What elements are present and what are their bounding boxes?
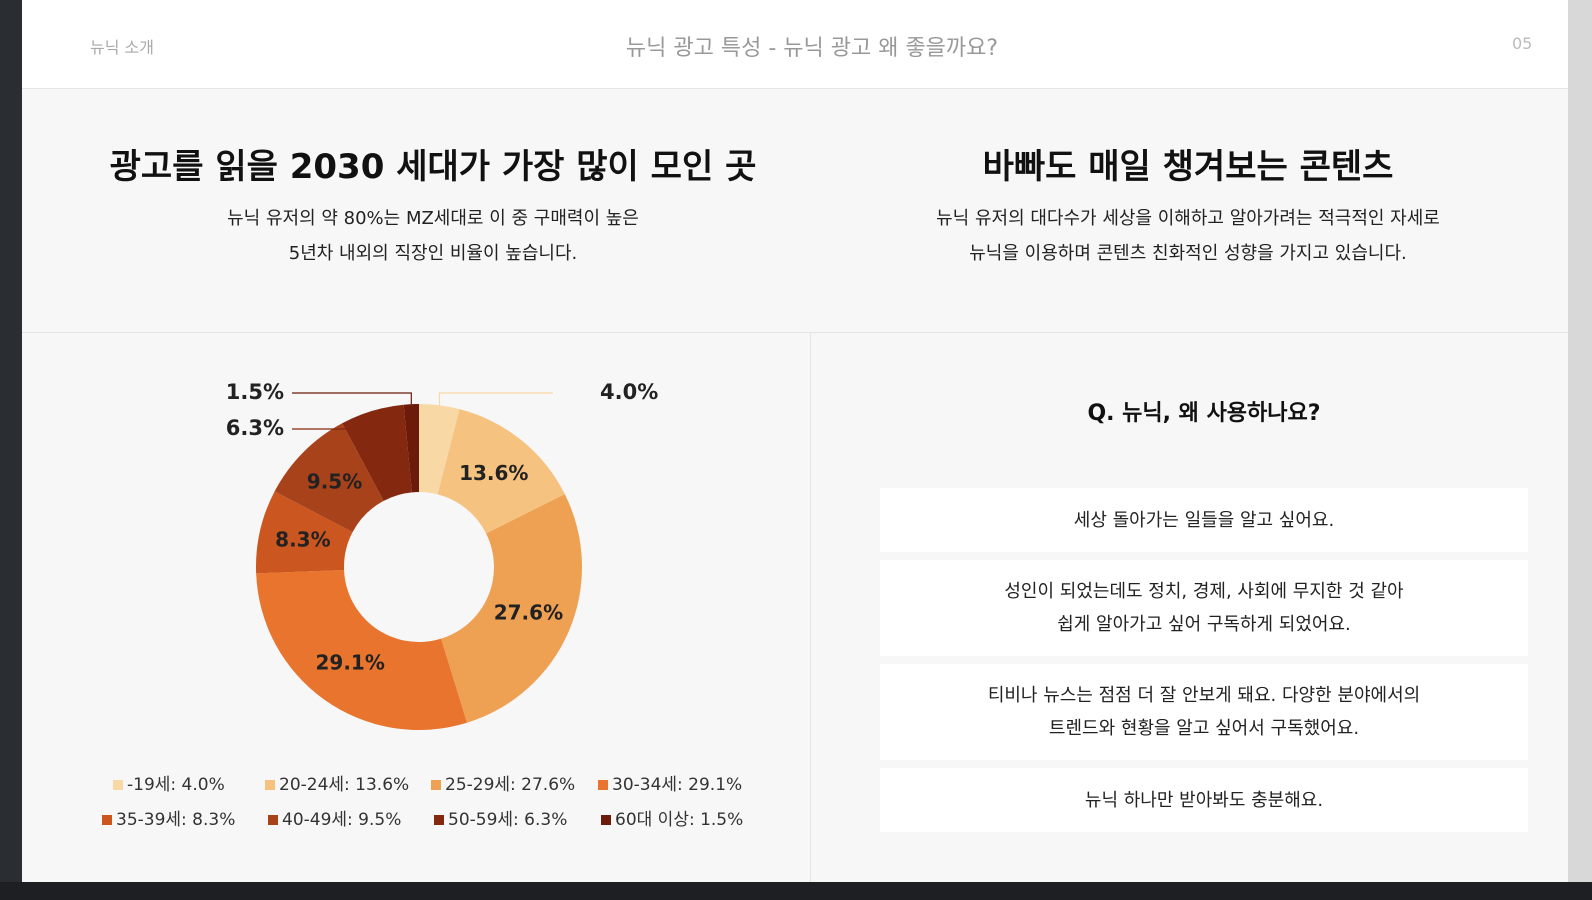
leader-line <box>438 392 553 406</box>
legend-swatch <box>434 815 444 825</box>
left-description: 뉴닉 유저의 약 80%는 MZ세대로 이 중 구매력이 높은 5년차 내외의 … <box>22 201 844 271</box>
data-label: 8.3% <box>275 527 330 551</box>
answer-card: 뉴닉 하나만 받아봐도 충분해요. <box>880 768 1528 832</box>
donut-slice <box>256 491 353 574</box>
data-label: 1.5% <box>226 380 284 404</box>
legend-label: 60대 이상: 1.5% <box>615 810 743 830</box>
desc-line: 뉴닉을 이용하며 콘텐츠 친화적인 성향을 가지고 있습니다. <box>969 243 1407 264</box>
data-label: 6.3% <box>226 416 284 440</box>
data-label: 27.6% <box>494 600 563 624</box>
legend-swatch <box>431 780 441 790</box>
desc-line: 뉴닉 유저의 약 80%는 MZ세대로 이 중 구매력이 높은 <box>227 208 639 229</box>
data-label: 29.1% <box>316 651 385 675</box>
answer-line: 성인이 되었는데도 정치, 경제, 사회에 무지한 것 같아 <box>1004 581 1404 602</box>
legend-label: 50-59세: 6.3% <box>448 810 567 830</box>
legend-swatch <box>113 780 123 790</box>
legend-label: 25-29세: 27.6% <box>445 775 575 795</box>
answer-line: 트렌드와 현황을 알고 싶어서 구독했어요. <box>1048 718 1360 739</box>
right-heading: 바빠도 매일 챙겨보는 콘텐츠 <box>982 147 1394 187</box>
header-title: 뉴닉 광고 특성 - 뉴닉 광고 왜 좋을까요? <box>625 36 999 61</box>
donut-slice <box>274 423 384 533</box>
page-number: 05 <box>1512 34 1533 53</box>
legend-swatch <box>268 815 278 825</box>
answer-card: 성인이 되었는데도 정치, 경제, 사회에 무지한 것 같아 쉽게 알아가고 싶… <box>880 560 1528 656</box>
legend-label: 20-24세: 13.6% <box>279 775 409 795</box>
legend-swatch <box>598 780 608 790</box>
question: Q. 뉴닉, 왜 사용하나요? <box>1087 401 1321 426</box>
right-description: 뉴닉 유저의 대다수가 세상을 이해하고 알아가려는 적극적인 자세로 뉴닉을 … <box>802 201 1574 271</box>
legend-label: -19세: 4.0% <box>127 775 225 795</box>
legend-swatch <box>102 815 112 825</box>
donut-slice <box>256 569 467 730</box>
donut-chart: 4.0% 13.6% 27.6% 29.1% 8.3% 9.5% 6.3% 1.5% -19세:… <box>102 380 743 830</box>
data-label: 13.6% <box>459 461 528 485</box>
answer-line: 뉴닉 하나만 받아봐도 충분해요. <box>1084 789 1324 811</box>
answer-line: 쉽게 알아가고 싶어 구독하게 되었어요. <box>1057 614 1351 635</box>
answer-card: 티비나 뉴스는 점점 더 잘 안보게 돼요. 다양한 분야에서의 트렌드와 현황… <box>880 664 1528 760</box>
answer-card: 세상 돌아가는 일들을 알고 싶어요. <box>880 488 1528 552</box>
leader-line <box>292 392 412 405</box>
donut-slice <box>437 409 565 534</box>
answer-line: 티비나 뉴스는 점점 더 잘 안보게 돼요. 다양한 분야에서의 <box>987 685 1421 706</box>
legend-swatch <box>265 780 275 790</box>
section-label: 뉴닉 소개 <box>90 38 154 57</box>
chart-panel: 4.0% 13.6% 27.6% 29.1% 8.3% 9.5% 6.3% 1.5% -19세:… <box>22 333 811 882</box>
legend-label: 40-49세: 9.5% <box>282 810 401 830</box>
reasons-panel: Q. 뉴닉, 왜 사용하나요? 세상 돌아가는 일들을 알고 싶어요. 성인이 … <box>811 333 1568 882</box>
header: 뉴닉 소개 뉴닉 광고 특성 - 뉴닉 광고 왜 좋을까요? 05 <box>22 0 1568 89</box>
left-frame <box>0 0 22 900</box>
donut-slice <box>441 494 582 723</box>
top-section: 광고를 읽을 2030 세대가 가장 많이 모인 곳 뉴닉 유저의 약 80%는… <box>22 89 1568 333</box>
leader-line <box>292 410 373 430</box>
legend-label: 35-39세: 8.3% <box>116 810 235 830</box>
desc-line: 5년차 내외의 직장인 비율이 높습니다. <box>288 243 578 264</box>
donut-slice <box>419 404 460 495</box>
legend-swatch <box>601 815 611 825</box>
data-label: 9.5% <box>307 470 362 494</box>
donut-slice <box>403 404 419 493</box>
legend-label: 30-34세: 29.1% <box>612 775 742 795</box>
left-heading: 광고를 읽을 2030 세대가 가장 많이 모인 곳 <box>109 147 757 187</box>
desc-line: 뉴닉 유저의 대다수가 세상을 이해하고 알아가려는 적극적인 자세로 <box>936 208 1440 229</box>
answer-line: 세상 돌아가는 일들을 알고 싶어요. <box>1073 509 1335 531</box>
data-label: 4.0% <box>600 380 658 404</box>
bottom-frame <box>0 882 1592 900</box>
